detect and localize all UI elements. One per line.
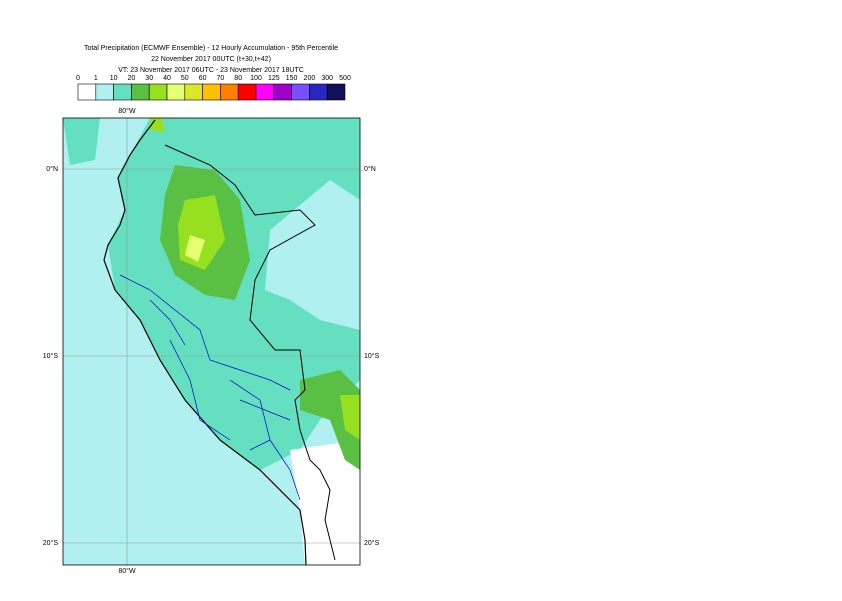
legend-swatch (95, 83, 114, 101)
legend-swatch (202, 83, 221, 101)
legend-label: 10 (110, 75, 118, 82)
valid-time: VT: 23 November 2017 06UTC - 23 November… (118, 67, 304, 74)
base-time: 22 November 2017 00UTC (t+30,t+42) (151, 56, 271, 63)
shade (290, 440, 360, 565)
legend-swatch (237, 83, 257, 101)
lat-label: 20°S (43, 539, 59, 547)
legend-label: 60 (199, 75, 207, 82)
legend-swatch (113, 83, 132, 101)
lat-label: 0°N (364, 165, 376, 173)
legend-label: 150 (286, 75, 298, 82)
legend-label: 0 (76, 75, 80, 82)
legend-label: 20 (128, 75, 136, 82)
legend-label: 80 (234, 75, 242, 82)
lat-label: 0°N (46, 165, 58, 173)
border (164, 144, 336, 561)
legend-swatch (148, 83, 168, 101)
shade (185, 235, 205, 262)
lat-label: 10°S (364, 352, 380, 360)
legend-swatch (291, 83, 310, 101)
legend-label: 30 (145, 75, 153, 82)
legend-swatch (184, 83, 203, 101)
legend-label: 300 (321, 75, 333, 82)
legend-label: 1 (94, 75, 98, 82)
legend-swatch (131, 83, 150, 101)
legend-swatch (326, 83, 346, 101)
legend-swatch (309, 83, 328, 101)
legend-label: 50 (181, 75, 189, 82)
legend-label: 125 (268, 75, 280, 82)
lon-label: 80°W (118, 107, 136, 115)
legend-swatch (273, 83, 292, 101)
lon-label: 80°W (118, 567, 136, 575)
legend-swatch (220, 83, 239, 101)
legend-label: 100 (250, 75, 262, 82)
frame (62, 117, 361, 566)
legend-swatch (255, 83, 275, 101)
shade (340, 395, 360, 440)
region-borders (119, 274, 301, 501)
legend: 0 1 10 20 30 40 50 60 70 80 100 125 150 200 300 500 (76, 75, 351, 101)
legend-label: 40 (163, 75, 171, 82)
shade (265, 180, 360, 330)
lat-label: 20°S (364, 539, 380, 547)
shade (63, 118, 100, 165)
lat-label: 10°S (43, 352, 59, 360)
legend-label: 200 (304, 75, 316, 82)
legend-label: 70 (217, 75, 225, 82)
title: Total Precipitation (ECMWF Ensemble) - 1… (84, 45, 338, 52)
legend-swatch (77, 83, 97, 101)
coastline (103, 119, 307, 565)
map: 80°W 80°W 0°N 0°N 10°S 10°S 20°S 20°S (43, 107, 380, 575)
legend-label: 500 (339, 75, 351, 82)
legend-swatch (166, 83, 186, 101)
